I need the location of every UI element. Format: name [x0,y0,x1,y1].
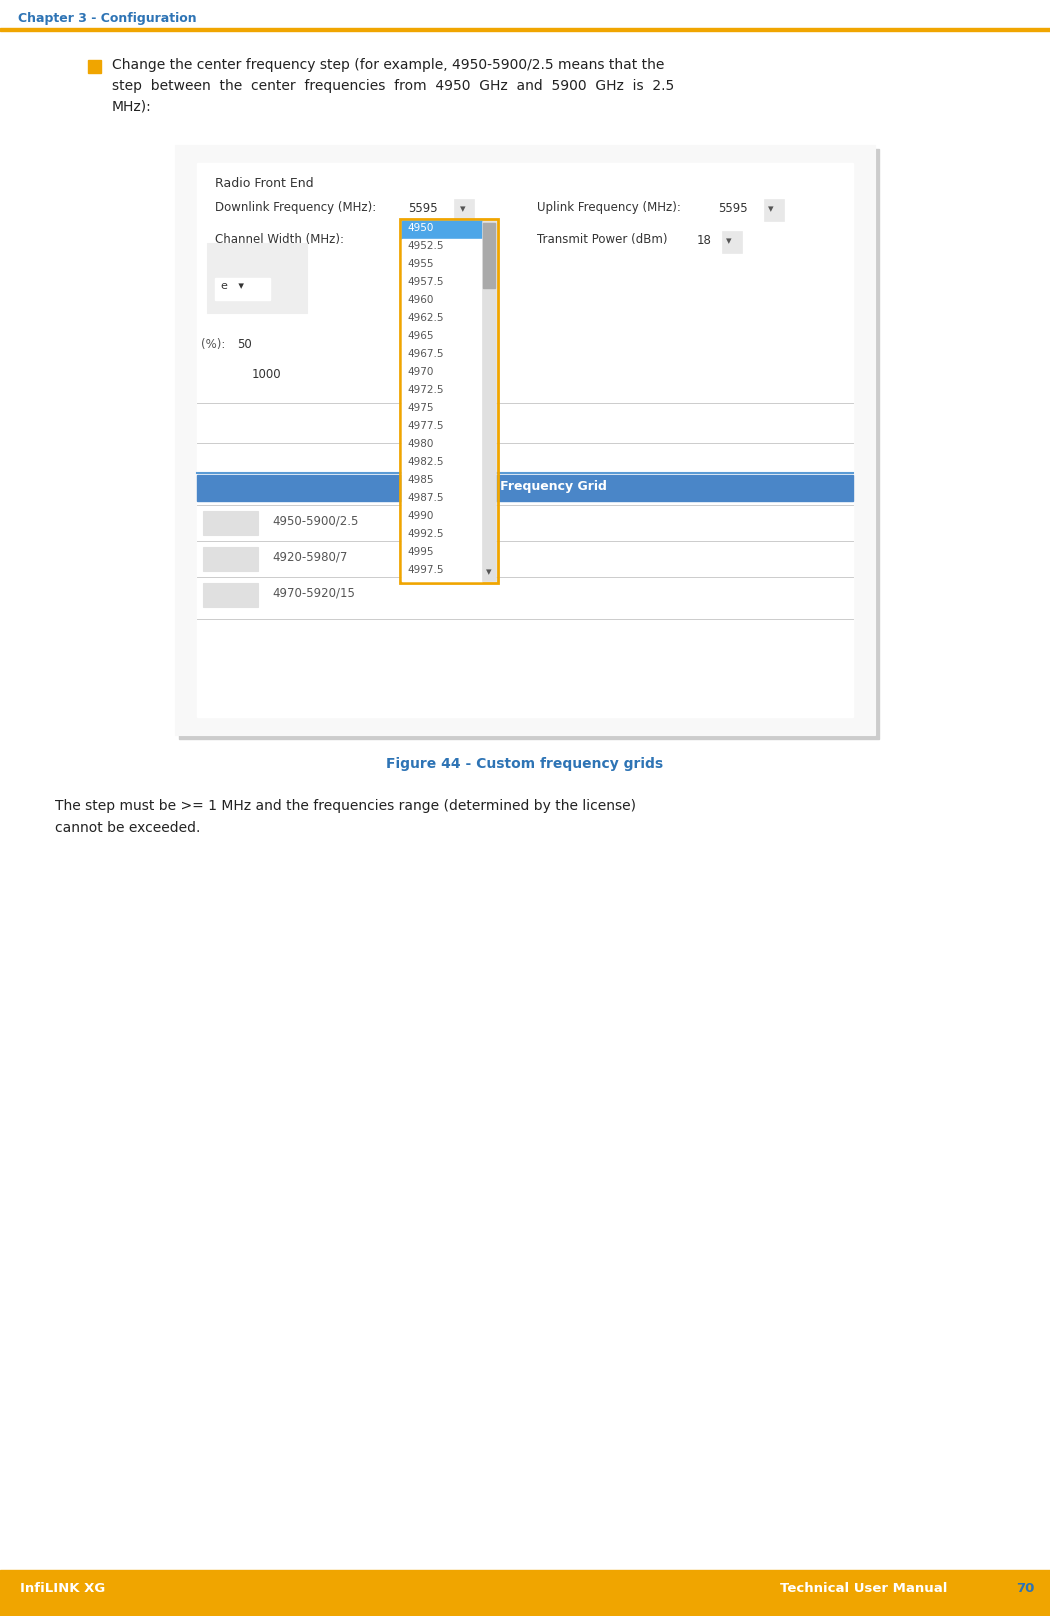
Bar [0,27,1050,31]
Text: 4957.5: 4957.5 [407,276,443,288]
Text: Uplink Frequency (MHz):: Uplink Frequency (MHz): [537,200,680,213]
Bar [207,242,307,314]
Bar [764,199,784,221]
Bar [203,511,258,535]
Bar [402,527,482,545]
Bar [402,383,482,401]
Bar [88,60,101,73]
Text: 4982.5: 4982.5 [407,457,443,467]
Bar [483,223,495,288]
Text: ▾: ▾ [486,567,491,577]
Text: 4955: 4955 [407,259,434,268]
Bar [267,546,392,570]
Bar [482,221,496,582]
Text: MHz):: MHz): [112,100,152,115]
Text: 4980: 4980 [407,440,434,449]
Bar [402,292,482,310]
Bar [402,221,482,239]
Bar [402,310,482,330]
Text: 1000: 1000 [252,368,281,381]
Text: 4972.5: 4972.5 [407,385,443,394]
Text: 4952.5: 4952.5 [407,241,443,250]
Text: 4950-5900/2.5: 4950-5900/2.5 [272,514,358,527]
Text: 50: 50 [237,338,252,351]
Bar [402,347,482,365]
Text: 4992.5: 4992.5 [407,528,443,540]
Bar [722,231,742,254]
Bar [402,199,474,221]
Bar [402,562,482,582]
Text: 4990: 4990 [407,511,434,520]
Bar [197,163,853,718]
Text: 18: 18 [697,234,712,247]
Bar [247,365,352,388]
Bar [267,583,392,608]
Text: ▾: ▾ [460,204,465,213]
Text: 4965: 4965 [407,331,434,341]
Text: Chapter 3 - Configuration: Chapter 3 - Configuration [18,11,196,24]
Text: 4950: 4950 [407,223,434,233]
Text: Custom Frequency Grid: Custom Frequency Grid [443,480,607,493]
Text: step  between  the  center  frequencies  from  4950  GHz  and  5900  GHz  is  2.: step between the center frequencies from… [112,79,674,94]
Bar [402,365,482,383]
Text: The step must be >= 1 MHz and the frequencies range (determined by the license): The step must be >= 1 MHz and the freque… [55,798,636,813]
Text: e   ▾: e ▾ [220,281,244,291]
Text: 4962.5: 4962.5 [407,314,443,323]
Text: ▾: ▾ [726,236,732,246]
Text: 5595: 5595 [718,202,748,215]
Text: 4977.5: 4977.5 [407,422,443,431]
Text: 4967.5: 4967.5 [407,349,443,359]
Bar [402,473,482,491]
Bar [178,149,879,739]
Bar [197,475,853,501]
Bar [402,257,482,275]
Bar [402,401,482,419]
Text: 4960: 4960 [407,296,434,305]
Bar [203,546,258,570]
Bar [402,456,482,473]
Bar [203,583,258,608]
Text: Radio Front End: Radio Front End [215,178,314,191]
Text: cannot be exceeded.: cannot be exceeded. [55,821,201,835]
Text: 4920-5980/7: 4920-5980/7 [272,549,348,562]
Text: 4985: 4985 [407,475,434,485]
Text: (%):: (%): [201,338,229,351]
Bar [402,275,482,292]
Text: 4995: 4995 [407,546,434,558]
Text: 4975: 4975 [407,402,434,414]
Bar [402,509,482,527]
Bar [454,199,474,221]
Text: 4970: 4970 [407,367,434,377]
Text: 4997.5: 4997.5 [407,566,443,575]
Text: InfiLINK XG: InfiLINK XG [20,1582,105,1595]
Text: 4987.5: 4987.5 [407,493,443,503]
Text: 5595: 5595 [408,202,438,215]
Bar [712,199,784,221]
Bar [232,336,346,359]
Bar [267,511,392,535]
Bar [402,419,482,436]
Bar [402,491,482,509]
Bar [400,220,498,583]
Text: Technical User Manual: Technical User Manual [780,1582,947,1595]
Text: Transmit Power (dBm): Transmit Power (dBm) [537,233,668,246]
Bar [402,545,482,562]
Text: Downlink Frequency (MHz):: Downlink Frequency (MHz): [215,200,376,213]
Bar [402,436,482,456]
Text: Channel Width (MHz):: Channel Width (MHz): [215,233,344,246]
Bar [215,278,270,301]
Bar [175,145,875,735]
Bar [0,1571,1050,1616]
Bar [402,330,482,347]
Bar [692,231,742,254]
Text: ▾: ▾ [768,204,774,213]
Text: 70: 70 [1015,1582,1034,1595]
Text: 4970-5920/15: 4970-5920/15 [272,587,355,600]
Bar [402,239,482,257]
Text: Change the center frequency step (for example, 4950-5900/2.5 means that the: Change the center frequency step (for ex… [112,58,665,73]
Text: Figure 44 - Custom frequency grids: Figure 44 - Custom frequency grids [386,756,664,771]
